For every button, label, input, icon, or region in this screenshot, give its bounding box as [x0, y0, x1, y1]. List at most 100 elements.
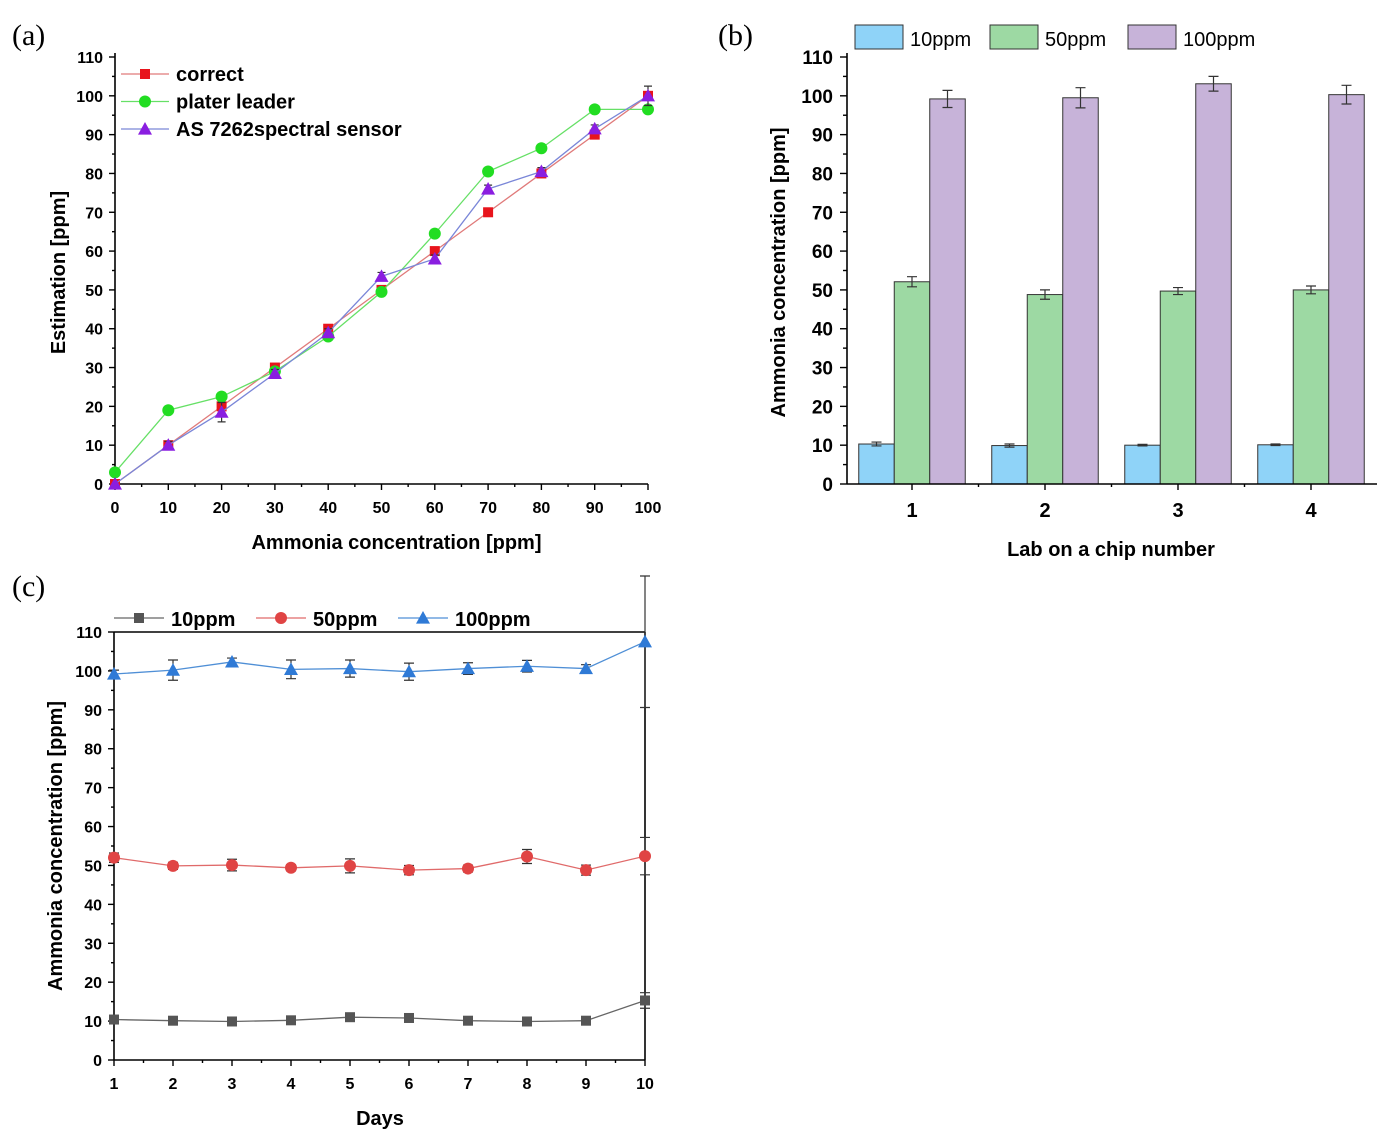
- y-tick-label-c: 50: [84, 858, 102, 875]
- legend-label-a: plater leader: [176, 92, 295, 114]
- y-tick-label-a: 40: [85, 322, 103, 339]
- x-tick-label-c: 7: [464, 1076, 473, 1093]
- x-axis-title-c: Days: [356, 1108, 404, 1130]
- data-point-a: [534, 164, 549, 178]
- y-tick-label-a: 20: [85, 399, 103, 416]
- error-bar-b: [907, 276, 917, 288]
- x-tick-label-a: 40: [319, 500, 337, 517]
- x-tick-label-c: 6: [405, 1076, 414, 1093]
- data-point-c: [639, 850, 651, 863]
- error-bar-b: [1173, 286, 1183, 296]
- panel-label-a: (a): [12, 19, 45, 52]
- legend-label-c: 50ppm: [313, 609, 377, 631]
- data-point-a: [587, 121, 602, 135]
- chart-b: 0 10 20 30 40 50 60 70 80 90 100 110 1 2 3 4 Lab on a ch…: [768, 24, 1377, 561]
- data-point-c: [462, 862, 474, 875]
- error-bar-b: [942, 89, 953, 109]
- data-point-c: [638, 634, 652, 648]
- y-tick-label-b: 110: [802, 48, 833, 69]
- legend-label-c: 100ppm: [455, 609, 531, 631]
- legend-label-a: correct: [176, 64, 244, 86]
- x-tick-label-c: 8: [523, 1076, 532, 1093]
- legend-marker-c: [275, 612, 287, 624]
- y-tick-label-b: 30: [812, 359, 833, 380]
- x-axis-title-b: Lab on a chip number: [1007, 539, 1215, 561]
- data-point-a: [429, 246, 440, 257]
- chart-a: 0 10 20 30 40 50 60 70 80 90 100 110 0 10 20 30 40 50 60 70…: [48, 50, 661, 554]
- y-tick-label-a: 0: [94, 477, 103, 494]
- x-axis-title-a: Ammonia concentration [ppm]: [251, 532, 541, 554]
- legend-label-b: 50ppm: [1045, 29, 1106, 51]
- x-tick-label-a: 70: [479, 500, 497, 517]
- y-tick-label-b: 0: [822, 475, 833, 496]
- bar-b: [991, 445, 1028, 485]
- y-tick-label-c: 80: [84, 742, 102, 759]
- error-bar-b: [1004, 443, 1015, 448]
- bar-b: [893, 281, 931, 485]
- data-point-a: [588, 103, 601, 116]
- data-point-c: [461, 661, 475, 675]
- y-tick-label-c: 0: [93, 1053, 102, 1070]
- y-tick-label-c: 40: [84, 897, 102, 914]
- series-line-c: [113, 641, 646, 675]
- y-tick-label-a: 80: [85, 166, 103, 183]
- data-point-c: [343, 661, 357, 675]
- y-tick-label-b: 20: [812, 397, 833, 418]
- error-bar-b: [1341, 84, 1352, 105]
- data-point-a: [483, 207, 494, 218]
- legend-swatch-b: [1127, 24, 1177, 50]
- bar-b: [1124, 444, 1161, 485]
- y-tick-label-a: 60: [85, 244, 103, 261]
- bar-b: [858, 443, 895, 485]
- legend-label-a: AS 7262spectral sensor: [176, 119, 402, 141]
- data-point-c: [520, 659, 534, 672]
- data-point-a: [161, 438, 176, 451]
- x-tick-label-c: 10: [636, 1076, 654, 1093]
- data-point-a: [481, 181, 496, 195]
- y-axis-title-b: Ammonia concentration [ppm]: [768, 127, 790, 417]
- x-tick-label-a: 10: [159, 500, 177, 517]
- x-tick-label-b: 2: [1039, 500, 1050, 522]
- y-tick-label-a: 30: [85, 361, 103, 378]
- data-point-c: [402, 664, 416, 678]
- error-bar-b: [1270, 443, 1281, 447]
- bar-b: [1062, 97, 1099, 485]
- legend-marker-a: [139, 95, 151, 108]
- x-tick-label-a: 50: [373, 500, 391, 517]
- y-tick-label-a: 70: [85, 205, 103, 222]
- data-point-c: [166, 663, 180, 676]
- data-point-c: [580, 864, 592, 877]
- legend-marker-a: [140, 69, 150, 79]
- data-point-a: [108, 477, 122, 490]
- y-tick-label-b: 90: [812, 126, 833, 147]
- data-point-a: [589, 129, 600, 140]
- legend-label-b: 10ppm: [910, 29, 971, 51]
- x-tick-label-c: 3: [228, 1076, 237, 1093]
- data-point-a: [109, 466, 121, 479]
- bar-b: [929, 98, 966, 485]
- data-point-c: [108, 851, 120, 864]
- x-tick-label-a: 20: [213, 500, 231, 517]
- data-point-c: [227, 1016, 237, 1027]
- error-bar-b: [1137, 443, 1148, 447]
- data-point-a: [428, 227, 441, 240]
- y-tick-label-b: 40: [812, 320, 833, 341]
- data-point-a: [482, 165, 495, 178]
- y-tick-label-a: 10: [85, 438, 103, 455]
- x-tick-label-c: 5: [346, 1076, 355, 1093]
- bar-b: [1159, 290, 1197, 485]
- legend-label-c: 10ppm: [171, 609, 235, 631]
- x-tick-label-a: 0: [111, 500, 120, 517]
- y-tick-label-c: 60: [84, 820, 102, 837]
- data-point-c: [581, 1015, 591, 1026]
- y-tick-label-b: 50: [812, 281, 833, 302]
- data-point-c: [225, 654, 239, 668]
- x-tick-label-a: 100: [635, 500, 662, 517]
- x-tick-label-a: 90: [586, 500, 604, 517]
- bar-b: [1257, 444, 1294, 485]
- data-point-c: [521, 850, 533, 863]
- legend-swatch-b: [989, 24, 1039, 50]
- data-point-c: [284, 662, 298, 675]
- data-point-a: [214, 405, 229, 418]
